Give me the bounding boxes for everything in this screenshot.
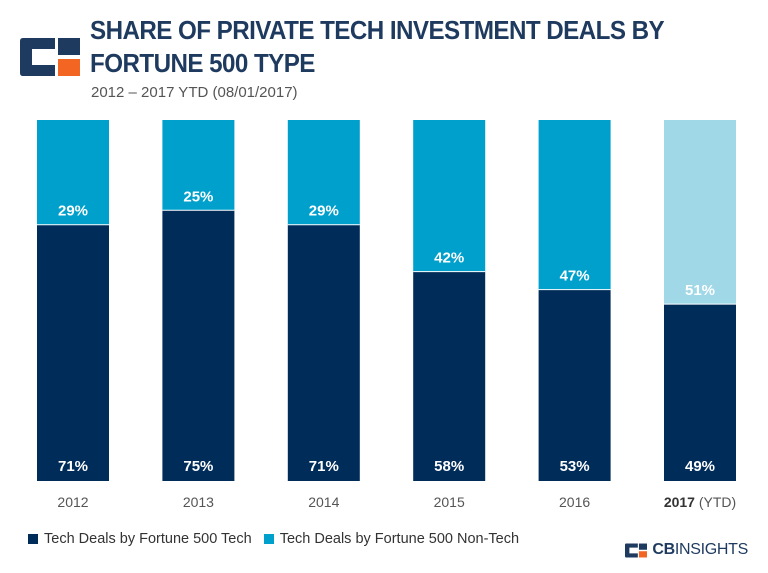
data-label-non-tech-2014: 29%: [309, 203, 339, 220]
bar-non-tech-2014: [287, 120, 360, 225]
data-label-tech-2016: 53%: [560, 458, 590, 475]
bar-tech-2013: [162, 210, 235, 481]
data-label-non-tech-2013: 25%: [183, 188, 213, 205]
brand-name-light: INSIGHTS: [674, 541, 748, 558]
cb-insights-logo-icon: [20, 38, 80, 76]
x-tick-label-2014: 2014: [308, 494, 339, 510]
bar-non-tech-2013: [162, 120, 235, 211]
data-label-non-tech-2017: 51%: [685, 282, 715, 299]
bar-non-tech-2017: [664, 120, 736, 305]
x-tick-label-2015: 2015: [434, 494, 465, 510]
data-label-tech-2012: 71%: [58, 458, 88, 475]
x-tick-label-2012: 2012: [57, 494, 88, 510]
bar-tech-2014: [287, 224, 360, 481]
legend-label-tech: Tech Deals by Fortune 500 Tech: [44, 531, 252, 547]
chart-header: SHARE OF PRIVATE TECH INVESTMENT DEALS B…: [0, 0, 768, 110]
data-label-tech-2014: 71%: [309, 458, 339, 475]
bar-non-tech-2016: [538, 120, 611, 290]
x-tick-label-2017: 2017 (YTD): [664, 494, 736, 510]
x-tick-label-2016: 2016: [559, 494, 590, 510]
chart-subtitle: 2012 – 2017 YTD (08/01/2017): [91, 84, 298, 101]
bar-non-tech-2012: [37, 120, 109, 225]
bar-non-tech-2015: [413, 120, 486, 272]
legend-label-non-tech: Tech Deals by Fortune 500 Non-Tech: [279, 531, 520, 547]
data-label-tech-2013: 75%: [183, 458, 213, 475]
data-label-non-tech-2016: 47%: [560, 268, 590, 285]
data-label-tech-2017: 49%: [685, 458, 715, 475]
bar-tech-2015: [413, 271, 486, 481]
x-tick-label-2013: 2013: [183, 494, 214, 510]
brand-name: CBINSIGHTS: [652, 541, 748, 559]
cb-insights-brand: CBINSIGHTS: [625, 539, 748, 561]
data-label-non-tech-2012: 29%: [58, 203, 88, 220]
chart-legend: Tech Deals by Fortune 500 Tech Tech Deal…: [28, 529, 531, 549]
data-label-tech-2015: 58%: [434, 458, 464, 475]
bar-tech-2012: [37, 224, 109, 481]
data-label-non-tech-2015: 42%: [434, 250, 464, 267]
bar-tech-2016: [538, 289, 611, 481]
chart-title: SHARE OF PRIVATE TECH INVESTMENT DEALS B…: [90, 15, 664, 78]
bar-tech-2017: [664, 304, 736, 481]
cb-insights-brand-icon: [625, 543, 648, 557]
legend-swatch-non-tech: [263, 534, 274, 544]
brand-name-bold: CB: [652, 541, 675, 558]
legend-item-tech: Tech Deals by Fortune 500 Tech: [28, 531, 252, 547]
legend-item-non-tech: Tech Deals by Fortune 500 Non-Tech: [263, 531, 520, 547]
legend-swatch-tech: [28, 534, 38, 544]
